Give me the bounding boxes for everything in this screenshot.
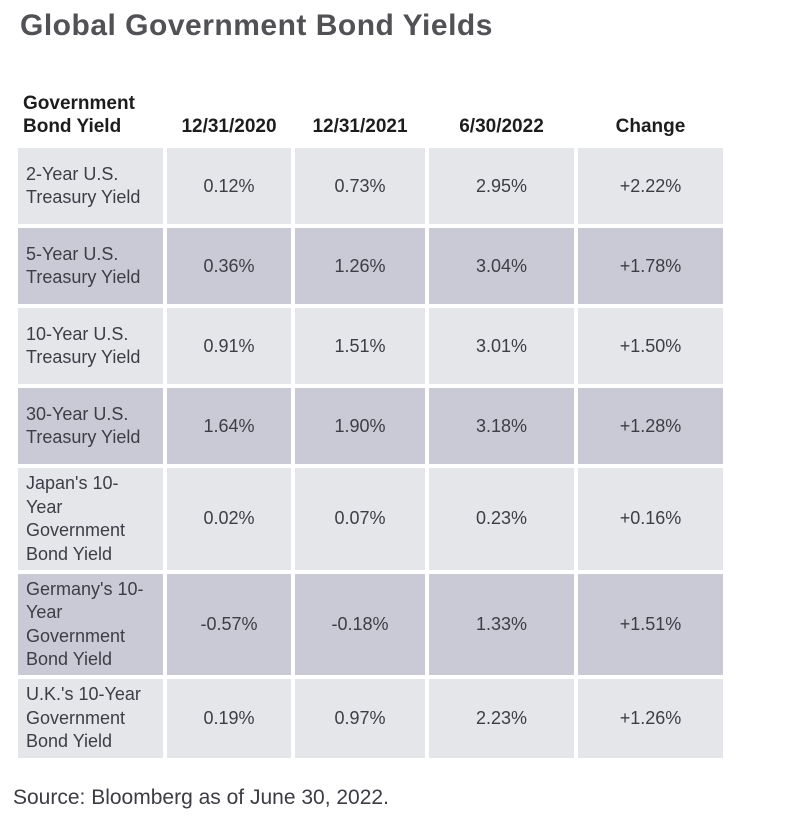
- cell-value: 0.91%: [167, 308, 291, 385]
- cell-value: 3.18%: [429, 388, 574, 465]
- cell-value: -0.18%: [295, 573, 425, 676]
- cell-value: +2.22%: [578, 148, 723, 225]
- cell-value: 1.64%: [167, 388, 291, 465]
- cell-value: +1.51%: [578, 573, 723, 676]
- cell-value: 0.02%: [167, 468, 291, 570]
- row-label: 10-Year U.S. Treasury Yield: [18, 308, 163, 385]
- page-title: Global Government Bond Yields: [20, 9, 493, 42]
- table-row: 2-Year U.S. Treasury Yield 0.12% 0.73% 2.95…: [18, 148, 723, 225]
- column-header: Change: [615, 116, 686, 138]
- table-row: 5-Year U.S. Treasury Yield 0.36% 1.26% 3.04…: [18, 228, 723, 305]
- cell-value: 3.04%: [429, 228, 574, 305]
- row-label: Japan's 10-Year Government Bond Yield: [18, 468, 163, 570]
- cell-value: 2.23%: [429, 679, 574, 758]
- cell-value: 1.33%: [429, 573, 574, 676]
- table-body: 2-Year U.S. Treasury Yield 0.12% 0.73% 2.95…: [18, 148, 723, 758]
- cell-value: +1.78%: [578, 228, 723, 305]
- column-header: Government Bond Yield: [23, 93, 135, 138]
- table-row: Japan's 10-Year Government Bond Yield 0.0…: [18, 468, 723, 570]
- cell-value: +0.16%: [578, 468, 723, 570]
- table-header-row: Government Bond Yield 12/31/2020 12/31/202…: [18, 92, 723, 140]
- cell-value: 0.19%: [167, 679, 291, 758]
- column-header: 6/30/2022: [459, 116, 544, 138]
- cell-value: 0.07%: [295, 468, 425, 570]
- cell-value: +1.26%: [578, 679, 723, 758]
- source-note: Source: Bloomberg as of June 30, 2022.: [13, 786, 389, 809]
- cell-value: 1.90%: [295, 388, 425, 465]
- cell-value: 0.12%: [167, 148, 291, 225]
- table-row: Germany's 10-Year Government Bond Yield -…: [18, 573, 723, 676]
- cell-value: -0.57%: [167, 573, 291, 676]
- cell-value: 0.23%: [429, 468, 574, 570]
- row-label: 5-Year U.S. Treasury Yield: [18, 228, 163, 305]
- cell-value: 0.97%: [295, 679, 425, 758]
- row-label: Germany's 10-Year Government Bond Yield: [18, 573, 163, 676]
- cell-value: 2.95%: [429, 148, 574, 225]
- row-label: 30-Year U.S. Treasury Yield: [18, 388, 163, 465]
- column-header: 12/31/2021: [312, 116, 408, 138]
- bond-yield-table: Government Bond Yield 12/31/2020 12/31/202…: [18, 92, 723, 762]
- cell-value: +1.50%: [578, 308, 723, 385]
- cell-value: 1.51%: [295, 308, 425, 385]
- table-row: 10-Year U.S. Treasury Yield 0.91% 1.51% 3.0…: [18, 308, 723, 385]
- table-row: U.K.'s 10-Year Government Bond Yield 0.19…: [18, 679, 723, 758]
- row-label: U.K.'s 10-Year Government Bond Yield: [18, 679, 163, 758]
- cell-value: 0.36%: [167, 228, 291, 305]
- cell-value: 0.73%: [295, 148, 425, 225]
- column-header: 12/31/2020: [181, 116, 277, 138]
- table-row: 30-Year U.S. Treasury Yield 1.64% 1.90% 3.1…: [18, 388, 723, 465]
- cell-value: 3.01%: [429, 308, 574, 385]
- cell-value: +1.28%: [578, 388, 723, 465]
- row-label: 2-Year U.S. Treasury Yield: [18, 148, 163, 225]
- cell-value: 1.26%: [295, 228, 425, 305]
